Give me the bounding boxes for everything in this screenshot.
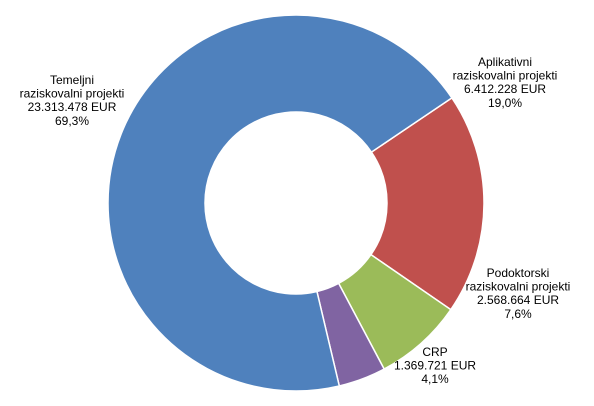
slice-podoktorski-label: Podoktorski raziskovalni projekti 2.568.66…	[466, 266, 571, 321]
slice-crp-label: CRP 1.369.721 EUR 4,1%	[394, 345, 476, 386]
slice-podoktorski-label-line: 7,6%	[504, 307, 532, 321]
slice-crp-label-line: CRP	[422, 345, 447, 359]
slice-temeljni-label-line: Temeljni	[50, 73, 94, 87]
slice-podoktorski-label-line: raziskovalni projekti	[466, 280, 571, 294]
slice-aplikativni-label: Aplikativni raziskovalni projekti 6.412.22…	[453, 55, 558, 110]
slice-crp-label-line: 4,1%	[421, 372, 449, 386]
slice-temeljni-label-line: raziskovalni projekti	[20, 87, 125, 101]
slice-crp-label-line: 1.369.721 EUR	[394, 359, 476, 373]
slice-podoktorski-label-line: 2.568.664 EUR	[477, 293, 559, 307]
slice-aplikativni-label-line: 19,0%	[488, 96, 522, 110]
slice-aplikativni	[369, 96, 485, 311]
slice-aplikativni-label-line: raziskovalni projekti	[453, 69, 558, 83]
slice-aplikativni-label-line: 6.412.228 EUR	[464, 82, 546, 96]
slice-aplikativni-label-line: Aplikativni	[478, 55, 532, 69]
slice-temeljni-label: Temeljni raziskovalni projekti 23.313.478 …	[20, 73, 125, 128]
slice-temeljni-label-line: 23.313.478 EUR	[28, 100, 117, 114]
slice-temeljni-label-line: 69,3%	[55, 114, 89, 128]
slice-podoktorski-label-line: Podoktorski	[487, 266, 550, 280]
slice-temeljni	[107, 14, 453, 392]
